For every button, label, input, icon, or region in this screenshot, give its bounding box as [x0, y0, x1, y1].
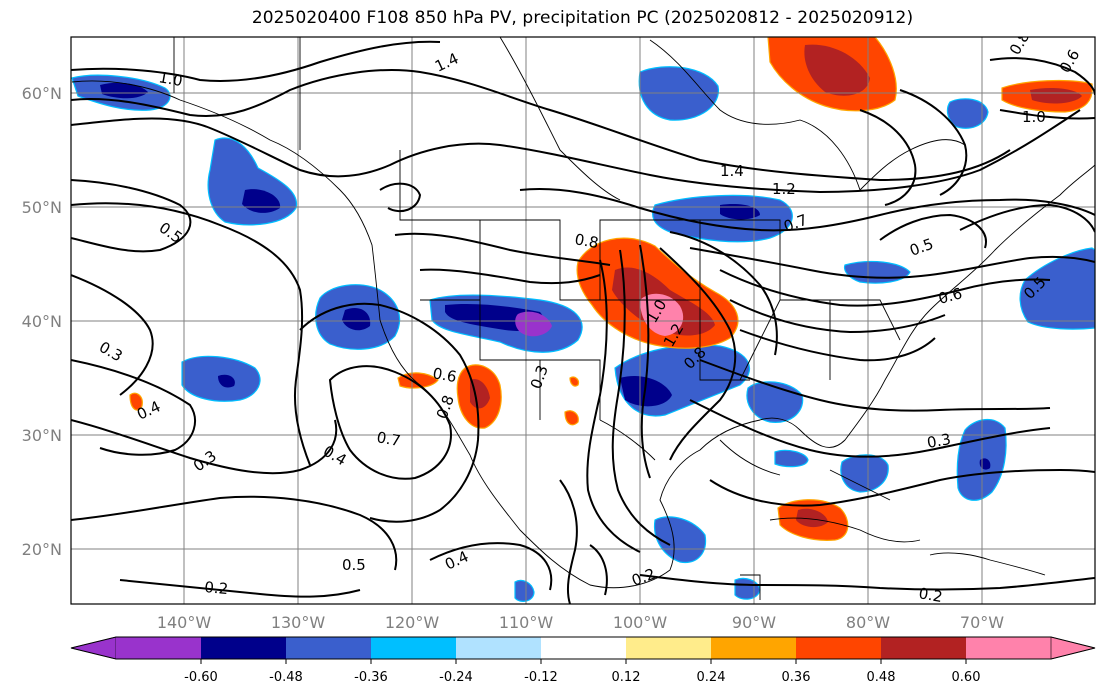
latitude-labels: 60°N 50°N 40°N 30°N 20°N: [22, 84, 62, 559]
colorbar-tick-label: -0.12: [524, 670, 558, 685]
colorbar-tick-label: -0.36: [354, 670, 388, 685]
colorbar-segment: [796, 637, 881, 659]
precip-max: [640, 293, 684, 336]
colorbar-segment: [541, 637, 626, 659]
precip-core: [218, 374, 235, 388]
colorbar-segment: [201, 637, 286, 659]
contour-label: 0.2: [917, 584, 944, 606]
contour-label: 1.2: [772, 180, 796, 198]
lon-label-120w: 120°W: [385, 613, 440, 632]
map-frame: [70, 36, 1096, 605]
map-panel: 1.0 1.4 0.5 0.3 0.4 0.3 0.4 0.7 0.6 0.8 …: [71, 37, 1095, 606]
lon-label-130w: 130°W: [271, 613, 326, 632]
colorbar-segment: [456, 637, 541, 659]
contour-label: 0.8: [573, 230, 600, 252]
precip-core: [620, 375, 672, 407]
contour-label: 0.3: [926, 430, 953, 452]
colorbar-tick-label: 0.48: [867, 670, 896, 685]
contour-label: 0.6: [936, 284, 964, 308]
colorbar-tick-label: 0.36: [782, 670, 811, 685]
colorbar-segment: [626, 637, 711, 659]
colorbar-tick-label: 0.24: [697, 670, 726, 685]
precip-core: [720, 204, 760, 220]
colorbar-segment: [286, 637, 371, 659]
precip-area: [774, 449, 809, 468]
precip-min: [515, 311, 552, 337]
lat-label-50n: 50°N: [22, 198, 62, 217]
precip-core: [796, 508, 828, 528]
colorbar-tick-label: 0.60: [952, 670, 981, 685]
lat-label-20n: 20°N: [22, 540, 62, 559]
precip-core: [804, 44, 870, 96]
precip-core: [100, 82, 148, 99]
lon-label-140w: 140°W: [157, 613, 212, 632]
colorbar-tick-label: 0.12: [612, 670, 641, 685]
precip-core: [342, 307, 371, 331]
precip-core: [470, 378, 490, 409]
precip-area: [653, 516, 707, 563]
colorbar-segment: [966, 637, 1051, 659]
coastlines: [71, 37, 1095, 600]
map-title: 2025020400 F108 850 hPa PV, precipitatio…: [251, 8, 914, 28]
lon-label-110w: 110°W: [499, 613, 554, 632]
pv-contours: [71, 40, 1095, 604]
colorbar-segment: [1050, 636, 1096, 660]
lon-label-100w: 100°W: [613, 613, 668, 632]
precip-area: [397, 372, 439, 389]
colorbar-tick-label: -0.48: [269, 670, 303, 685]
lat-label-40n: 40°N: [22, 312, 62, 331]
graticule: [71, 37, 1095, 604]
lon-label-80w: 80°W: [846, 613, 890, 632]
contour-label: 0.6: [431, 364, 458, 386]
colorbar-tick-label: -0.60: [184, 670, 218, 685]
lat-label-30n: 30°N: [22, 426, 62, 445]
colorbar-segment: [116, 637, 201, 659]
lon-label-90w: 90°W: [732, 613, 776, 632]
contour-label: 1.4: [720, 162, 744, 180]
precip-core: [1030, 88, 1082, 104]
precip-area: [514, 579, 535, 602]
precip-area: [564, 410, 579, 426]
precip-area: [569, 376, 580, 387]
precip-area: [946, 98, 989, 129]
contour-label: 0.5: [342, 556, 366, 574]
colorbar-tick-label: -0.24: [439, 670, 473, 685]
colorbar-segment: [881, 637, 966, 659]
colorbar-segment: [711, 637, 796, 659]
colorbar-segment: [70, 636, 117, 660]
contour-label: 1.0: [157, 68, 184, 90]
colorbar-segment: [371, 637, 456, 659]
precip-area: [129, 392, 143, 411]
contour-label: 0.2: [204, 578, 229, 598]
contour-label: 0.7: [375, 428, 402, 450]
lat-label-60n: 60°N: [22, 84, 62, 103]
lon-label-70w: 70°W: [960, 613, 1004, 632]
longitude-labels: 140°W 130°W 120°W 110°W 100°W 90°W 80°W …: [157, 613, 1004, 632]
colorbar: -0.60 -0.48 -0.36 -0.24 -0.12 0.12 0.24 …: [70, 636, 1096, 685]
contour-label: 1.0: [1022, 108, 1046, 126]
